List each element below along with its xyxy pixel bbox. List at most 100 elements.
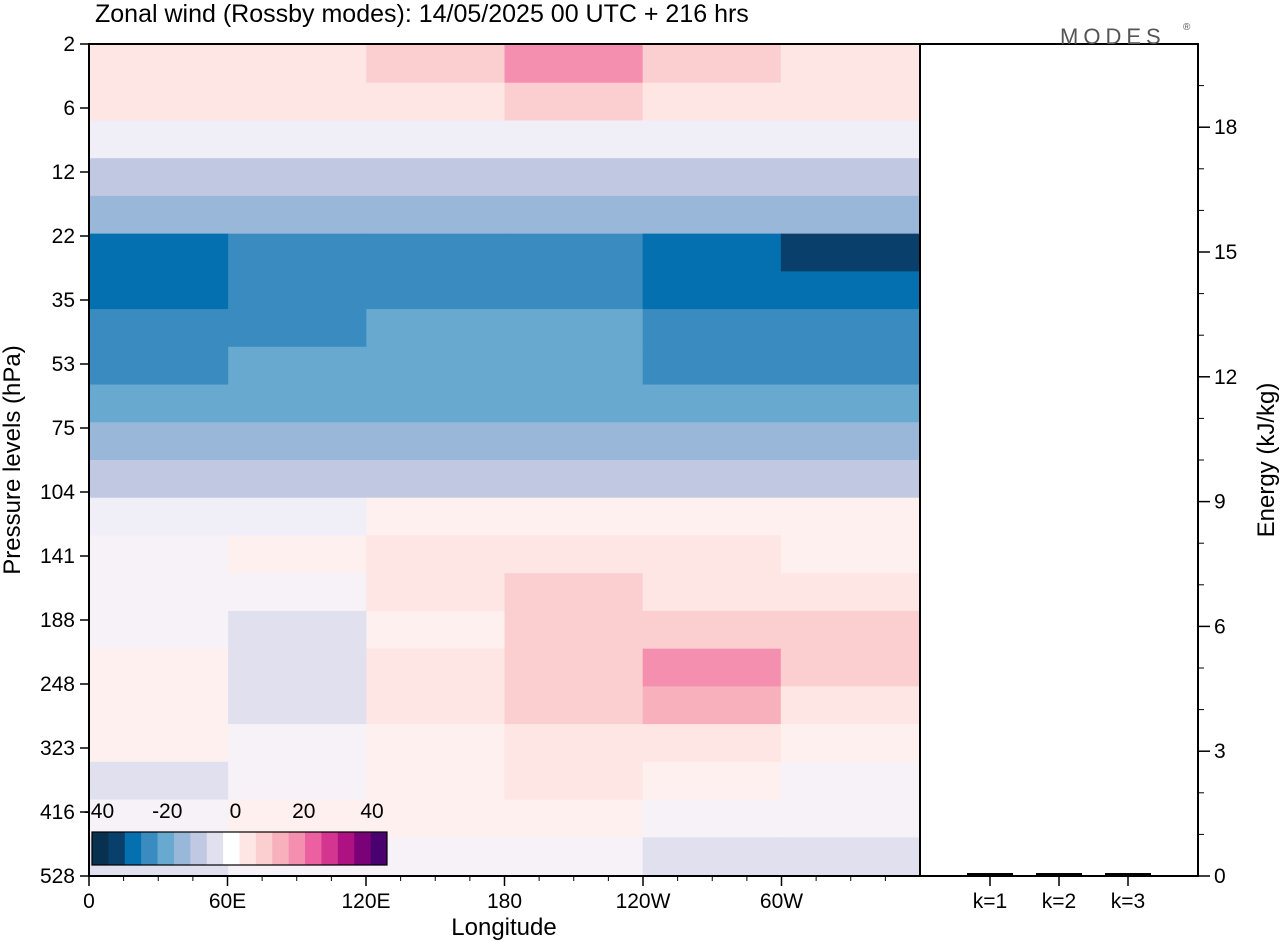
- energy-bars: k=1 k=2 k=3: [967, 873, 1151, 913]
- y-tick-label: 416: [40, 801, 75, 824]
- heatmap-cell: [228, 610, 367, 650]
- colorbar-frame: [91, 831, 388, 866]
- heatmap-cell: [642, 497, 782, 537]
- x-axis: 0 60E 120E 180 120W 60W: [83, 876, 886, 913]
- heatmap-cell: [642, 422, 782, 461]
- heatmap-cell: [642, 573, 782, 612]
- colorbar-swatch: [190, 832, 208, 865]
- heatmap-cell: [504, 233, 644, 272]
- chart-title: Zonal wind (Rossby modes): 14/05/2025 00…: [95, 0, 749, 28]
- energy-axis-label: Energy (kJ/kg): [1253, 383, 1280, 538]
- heatmap-cell: [366, 573, 506, 612]
- heatmap-cell: [504, 837, 644, 876]
- y-tick-label: 6: [63, 97, 75, 120]
- heatmap-cell: [366, 761, 506, 801]
- heatmap-cell: [780, 158, 920, 197]
- energy-tick-label: 0: [1214, 865, 1226, 888]
- heatmap-cell: [228, 422, 367, 461]
- heatmap-cell: [228, 384, 367, 423]
- colorbar-swatch: [321, 832, 339, 865]
- heatmap-cell: [366, 648, 506, 687]
- heatmap-cell: [504, 271, 644, 310]
- energy-tick-label: 18: [1214, 116, 1237, 139]
- heatmap-cell: [366, 346, 506, 386]
- colorbar-swatch: [370, 832, 388, 865]
- heatmap-cell: [228, 45, 367, 84]
- heatmap-cell: [504, 346, 644, 386]
- heatmap-cell: [366, 45, 506, 84]
- y-tick-label: 12: [52, 161, 75, 184]
- heatmap-cell: [366, 309, 506, 348]
- heatmap-cell: [366, 271, 506, 310]
- heatmap-cell: [642, 346, 782, 386]
- heatmap-cell: [780, 195, 920, 235]
- heatmap-cell: [780, 724, 920, 763]
- colorbar-swatch: [337, 832, 355, 865]
- heatmap-cell: [642, 610, 782, 650]
- heatmap-cell: [780, 535, 920, 574]
- heatmap-cell: [504, 535, 644, 574]
- heatmap-cell: [642, 686, 782, 725]
- y-tick-label: 75: [52, 417, 75, 440]
- heatmap-cell: [228, 158, 367, 197]
- heatmap-cell: [642, 233, 782, 272]
- heatmap-cell: [642, 271, 782, 310]
- heatmap-cell: [504, 82, 644, 122]
- x-tick-label: 120W: [616, 890, 671, 913]
- colorbar: -40 -20 0 20 40: [84, 800, 388, 866]
- heatmap-cell: [642, 724, 782, 763]
- heatmap-cell: [366, 82, 506, 122]
- heatmap-cell: [90, 610, 229, 650]
- energy-tick-label: 15: [1214, 241, 1237, 264]
- energy-tick-label: 12: [1214, 366, 1237, 389]
- heatmap-cell: [504, 422, 644, 461]
- heatmap-cell: [504, 384, 644, 423]
- heatmap-cell: [780, 120, 920, 159]
- heatmap-cell: [642, 158, 782, 197]
- heatmap-cell: [90, 120, 229, 159]
- heatmap-cell: [366, 497, 506, 537]
- energy-tick-label: 6: [1214, 615, 1226, 638]
- heatmap-cell: [366, 837, 506, 876]
- heatmap-cell: [504, 648, 644, 687]
- heatmap-cell: [366, 384, 506, 423]
- colorbar-swatch: [157, 832, 175, 865]
- heatmap-cell: [780, 82, 920, 122]
- heatmap-cell: [642, 799, 782, 838]
- heatmap-cell: [642, 120, 782, 159]
- heatmap-cell: [780, 422, 920, 461]
- heatmap-cell: [228, 460, 367, 499]
- colorbar-swatch: [305, 832, 322, 865]
- heatmap-cell: [504, 610, 644, 650]
- heatmap-cell: [90, 686, 229, 725]
- heatmap-cell: [504, 761, 644, 801]
- colorbar-swatch: [288, 832, 306, 865]
- x-axis-label: Longitude: [451, 914, 556, 941]
- colorbar-swatch: [255, 832, 273, 865]
- heatmap-cell: [780, 271, 920, 310]
- energy-category-label: k=3: [1111, 890, 1145, 913]
- heatmap-cells: [90, 45, 920, 876]
- y-tick-label: 323: [40, 737, 75, 760]
- heatmap-cell: [90, 573, 229, 612]
- heatmap-cell: [504, 309, 644, 348]
- heatmap-cell: [90, 271, 229, 310]
- heatmap-cell: [366, 799, 506, 838]
- heatmap-cell: [228, 271, 367, 310]
- heatmap-cell: [90, 497, 229, 537]
- heatmap-cell: [228, 82, 367, 122]
- y-tick-label: 35: [52, 289, 75, 312]
- y-tick-label: 528: [40, 865, 75, 888]
- colorbar-swatch: [206, 832, 224, 865]
- logo: MODES: [1060, 24, 1166, 49]
- heatmap-cell: [228, 686, 367, 725]
- heatmap-cell: [228, 120, 367, 159]
- heatmap-cell: [780, 799, 920, 838]
- heatmap-cell: [366, 535, 506, 574]
- x-tick-label: 120E: [341, 890, 390, 913]
- heatmap-cell: [228, 346, 367, 386]
- heatmap-cell: [366, 460, 506, 499]
- heatmap-cell: [642, 535, 782, 574]
- energy-category-label: k=1: [973, 890, 1007, 913]
